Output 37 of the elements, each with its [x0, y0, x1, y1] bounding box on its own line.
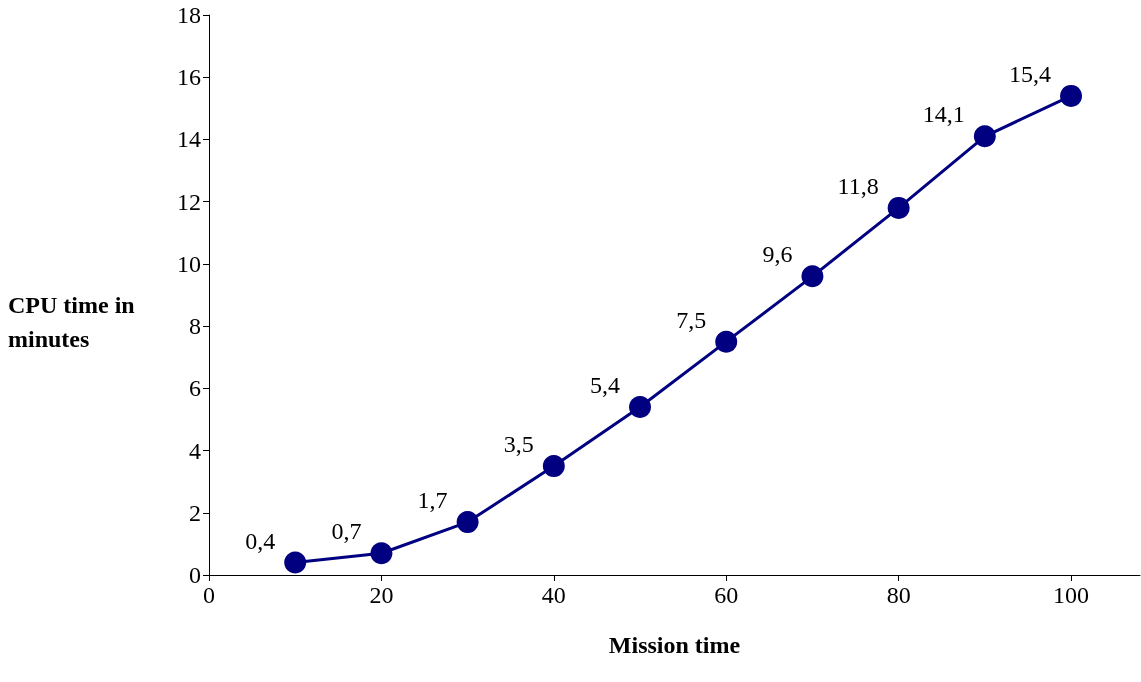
- data-label: 3,5: [503, 431, 534, 458]
- data-label: 7,5: [676, 306, 707, 333]
- data-label: 0,4: [245, 527, 276, 554]
- y-tick-label: 2: [189, 499, 201, 526]
- y-tick-label: 12: [177, 188, 201, 215]
- point: [973, 125, 996, 148]
- data-label: 15,4: [1009, 60, 1052, 87]
- x-tick-label: 100: [1053, 582, 1090, 608]
- x-tick-label: 20: [369, 582, 394, 608]
- y-tick-label: 18: [177, 2, 201, 28]
- x-tick-label: 40: [541, 582, 566, 608]
- data-label: 5,4: [590, 372, 621, 398]
- x-tick-label: 60: [714, 582, 739, 608]
- y-tick-label: 4: [189, 437, 201, 464]
- y-tick-label: 8: [189, 313, 201, 340]
- point: [629, 396, 652, 418]
- data-label: 1,7: [417, 487, 448, 514]
- point: [370, 542, 393, 565]
- y-tick-label: 14: [177, 126, 201, 153]
- point: [284, 551, 307, 574]
- point: [1060, 84, 1083, 107]
- y-axis-title: CPU time in minutes: [8, 292, 141, 352]
- x-tick-label: 80: [886, 582, 911, 608]
- y-tick-label: 16: [177, 64, 201, 91]
- point: [542, 455, 565, 478]
- data-label: 11,8: [837, 172, 879, 199]
- data-label: 9,6: [762, 241, 793, 268]
- point: [456, 511, 479, 534]
- y-tick-label: 6: [189, 375, 201, 402]
- y-tick-label: 0: [189, 562, 201, 588]
- data-label: 14,1: [922, 101, 965, 128]
- y-tick-label: 10: [177, 250, 201, 277]
- point: [887, 196, 910, 219]
- data-label: 0,7: [331, 518, 362, 545]
- point: [801, 265, 824, 288]
- x-axis-title: Mission time: [608, 632, 741, 658]
- point: [715, 330, 738, 353]
